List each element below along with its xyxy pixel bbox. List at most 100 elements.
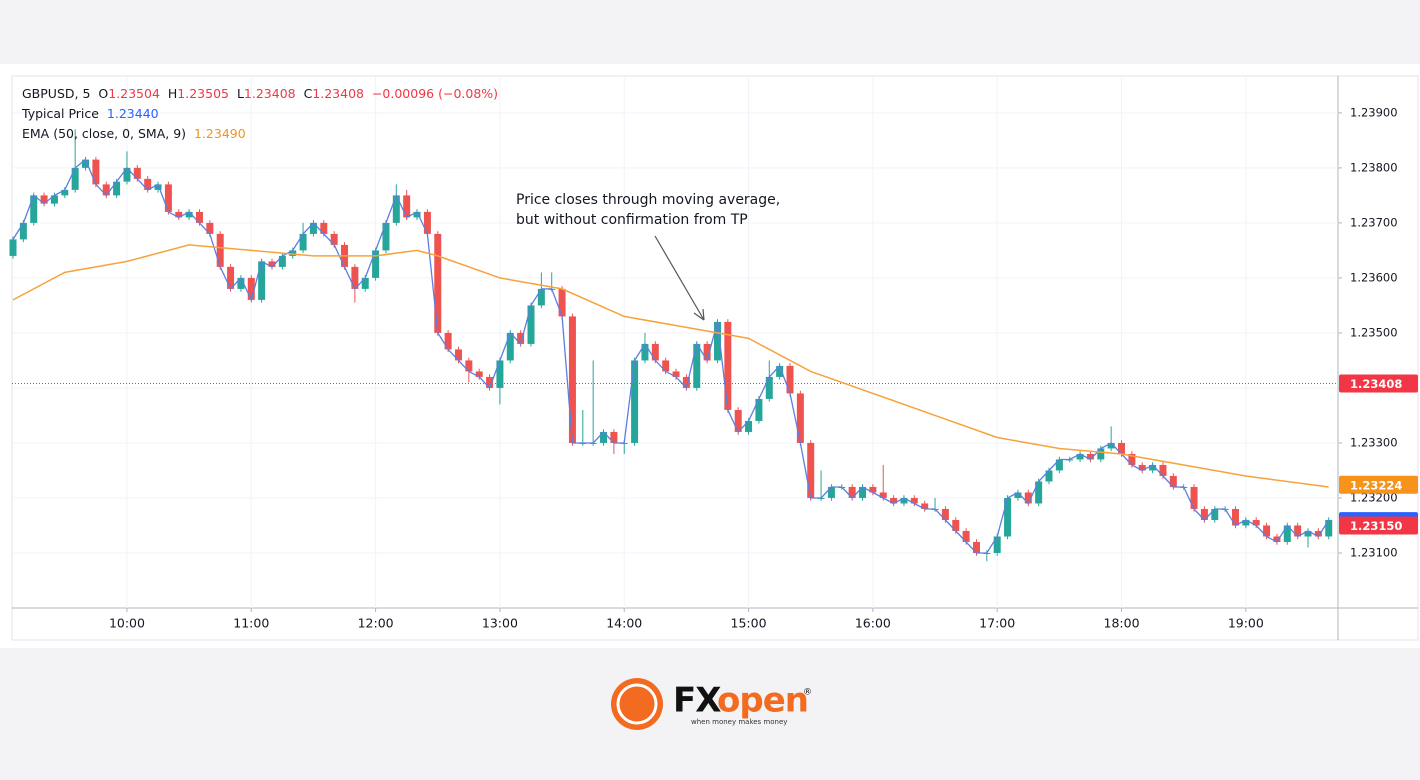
candle-body [527, 305, 535, 344]
candle-body [40, 195, 48, 204]
x-tick-label: 18:00 [1104, 616, 1140, 631]
y-tick-label: 1.23600 [1350, 270, 1398, 284]
candle-body [993, 536, 1001, 553]
candle-body [71, 167, 79, 190]
candle-body [423, 211, 431, 234]
legend-tp: Typical Price 1.23440 [22, 106, 159, 121]
y-tick-label: 1.23900 [1350, 105, 1398, 119]
candle-body [558, 288, 566, 317]
candle-body [102, 184, 110, 196]
candle-body [50, 195, 58, 204]
candle-body [9, 239, 17, 256]
candle-body [972, 541, 980, 553]
x-tick-label: 17:00 [979, 616, 1015, 631]
candle-body [154, 184, 162, 190]
candle-body [807, 442, 815, 498]
candle-body [724, 321, 732, 410]
candle-body [921, 503, 929, 509]
candle-body [651, 343, 659, 361]
candle-body [496, 360, 504, 388]
o-value: 1.23504 [108, 86, 160, 101]
h-label: H [167, 86, 178, 101]
candle-body [537, 288, 545, 306]
logo-ring [616, 683, 658, 725]
candle-body [910, 497, 918, 504]
price-tag [1339, 374, 1418, 393]
candle-body [1014, 492, 1022, 498]
candle-body [475, 371, 483, 377]
candle-body [1294, 525, 1302, 537]
logo-tagline: when money makes money [691, 718, 787, 726]
candle-body [713, 321, 721, 361]
candle-body [1024, 492, 1032, 504]
candle-body [413, 211, 421, 218]
candle-body [786, 365, 794, 394]
candle-body [320, 222, 328, 234]
candle-body [123, 167, 131, 182]
candle-body [144, 178, 152, 190]
candle-body [1097, 448, 1105, 460]
candle-body [610, 431, 618, 443]
o-label: O [98, 86, 109, 101]
candle-body [517, 332, 525, 344]
x-tick-label: 11:00 [233, 616, 269, 631]
logo-open: open [717, 681, 808, 721]
candle-body [765, 376, 773, 399]
candle-body [1211, 508, 1219, 520]
candle-body [1325, 519, 1333, 537]
candle-body [796, 393, 804, 443]
candle-body [1200, 508, 1208, 520]
legend-value: 1.23490 [193, 126, 246, 141]
legend-name: EMA (50, close, 0, SMA, 9) [22, 126, 187, 141]
candle-body [506, 332, 514, 361]
l-value: 1.23408 [243, 86, 296, 101]
candle-body [734, 409, 742, 432]
x-tick-label: 16:00 [855, 616, 891, 631]
candle-body [247, 277, 255, 300]
candle-body [175, 211, 183, 218]
price-tag-label: 1.23408 [1350, 377, 1402, 391]
candle-body [258, 261, 266, 300]
candle-body [848, 486, 856, 498]
candle-body [289, 250, 297, 256]
candle-body [454, 349, 462, 361]
candle-body [403, 195, 411, 218]
change: −0.00096 (−0.08%) [371, 86, 499, 101]
legend-name: Typical Price [22, 106, 99, 121]
y-tick-label: 1.23500 [1350, 325, 1398, 339]
candle-body [879, 492, 887, 498]
candle-body [1149, 464, 1157, 471]
candle-body [486, 376, 494, 388]
price-tag-label: 1.23224 [1350, 478, 1402, 492]
candle-body [641, 343, 649, 361]
candle-body [1169, 475, 1177, 487]
candle-body [92, 159, 100, 185]
candle-body [1242, 519, 1250, 526]
chart-frame [11, 75, 1419, 641]
y-tick-label: 1.23800 [1350, 160, 1398, 174]
candle-body [890, 497, 898, 504]
candle-body [1076, 453, 1084, 460]
candle-body [278, 255, 286, 267]
price-tag [1339, 475, 1418, 494]
candle-body [268, 261, 276, 267]
candle-body [195, 211, 203, 223]
candle-body [900, 497, 908, 504]
candle-body [465, 360, 473, 372]
candle-body [1004, 497, 1012, 537]
x-tick-label: 13:00 [482, 616, 518, 631]
candle-body [869, 486, 877, 493]
candle-body [662, 360, 670, 372]
candle-body [1138, 464, 1146, 471]
candle-body [1190, 486, 1198, 509]
candle-body [755, 398, 763, 421]
candle-body [164, 184, 172, 212]
arrow-head [693, 308, 705, 321]
logo-fx: FX [673, 681, 721, 721]
annotation-arrow [654, 235, 705, 321]
y-tick-label: 1.23700 [1350, 215, 1398, 229]
candle-body [237, 277, 245, 289]
candle-body [776, 365, 784, 377]
candle-body [952, 519, 960, 531]
